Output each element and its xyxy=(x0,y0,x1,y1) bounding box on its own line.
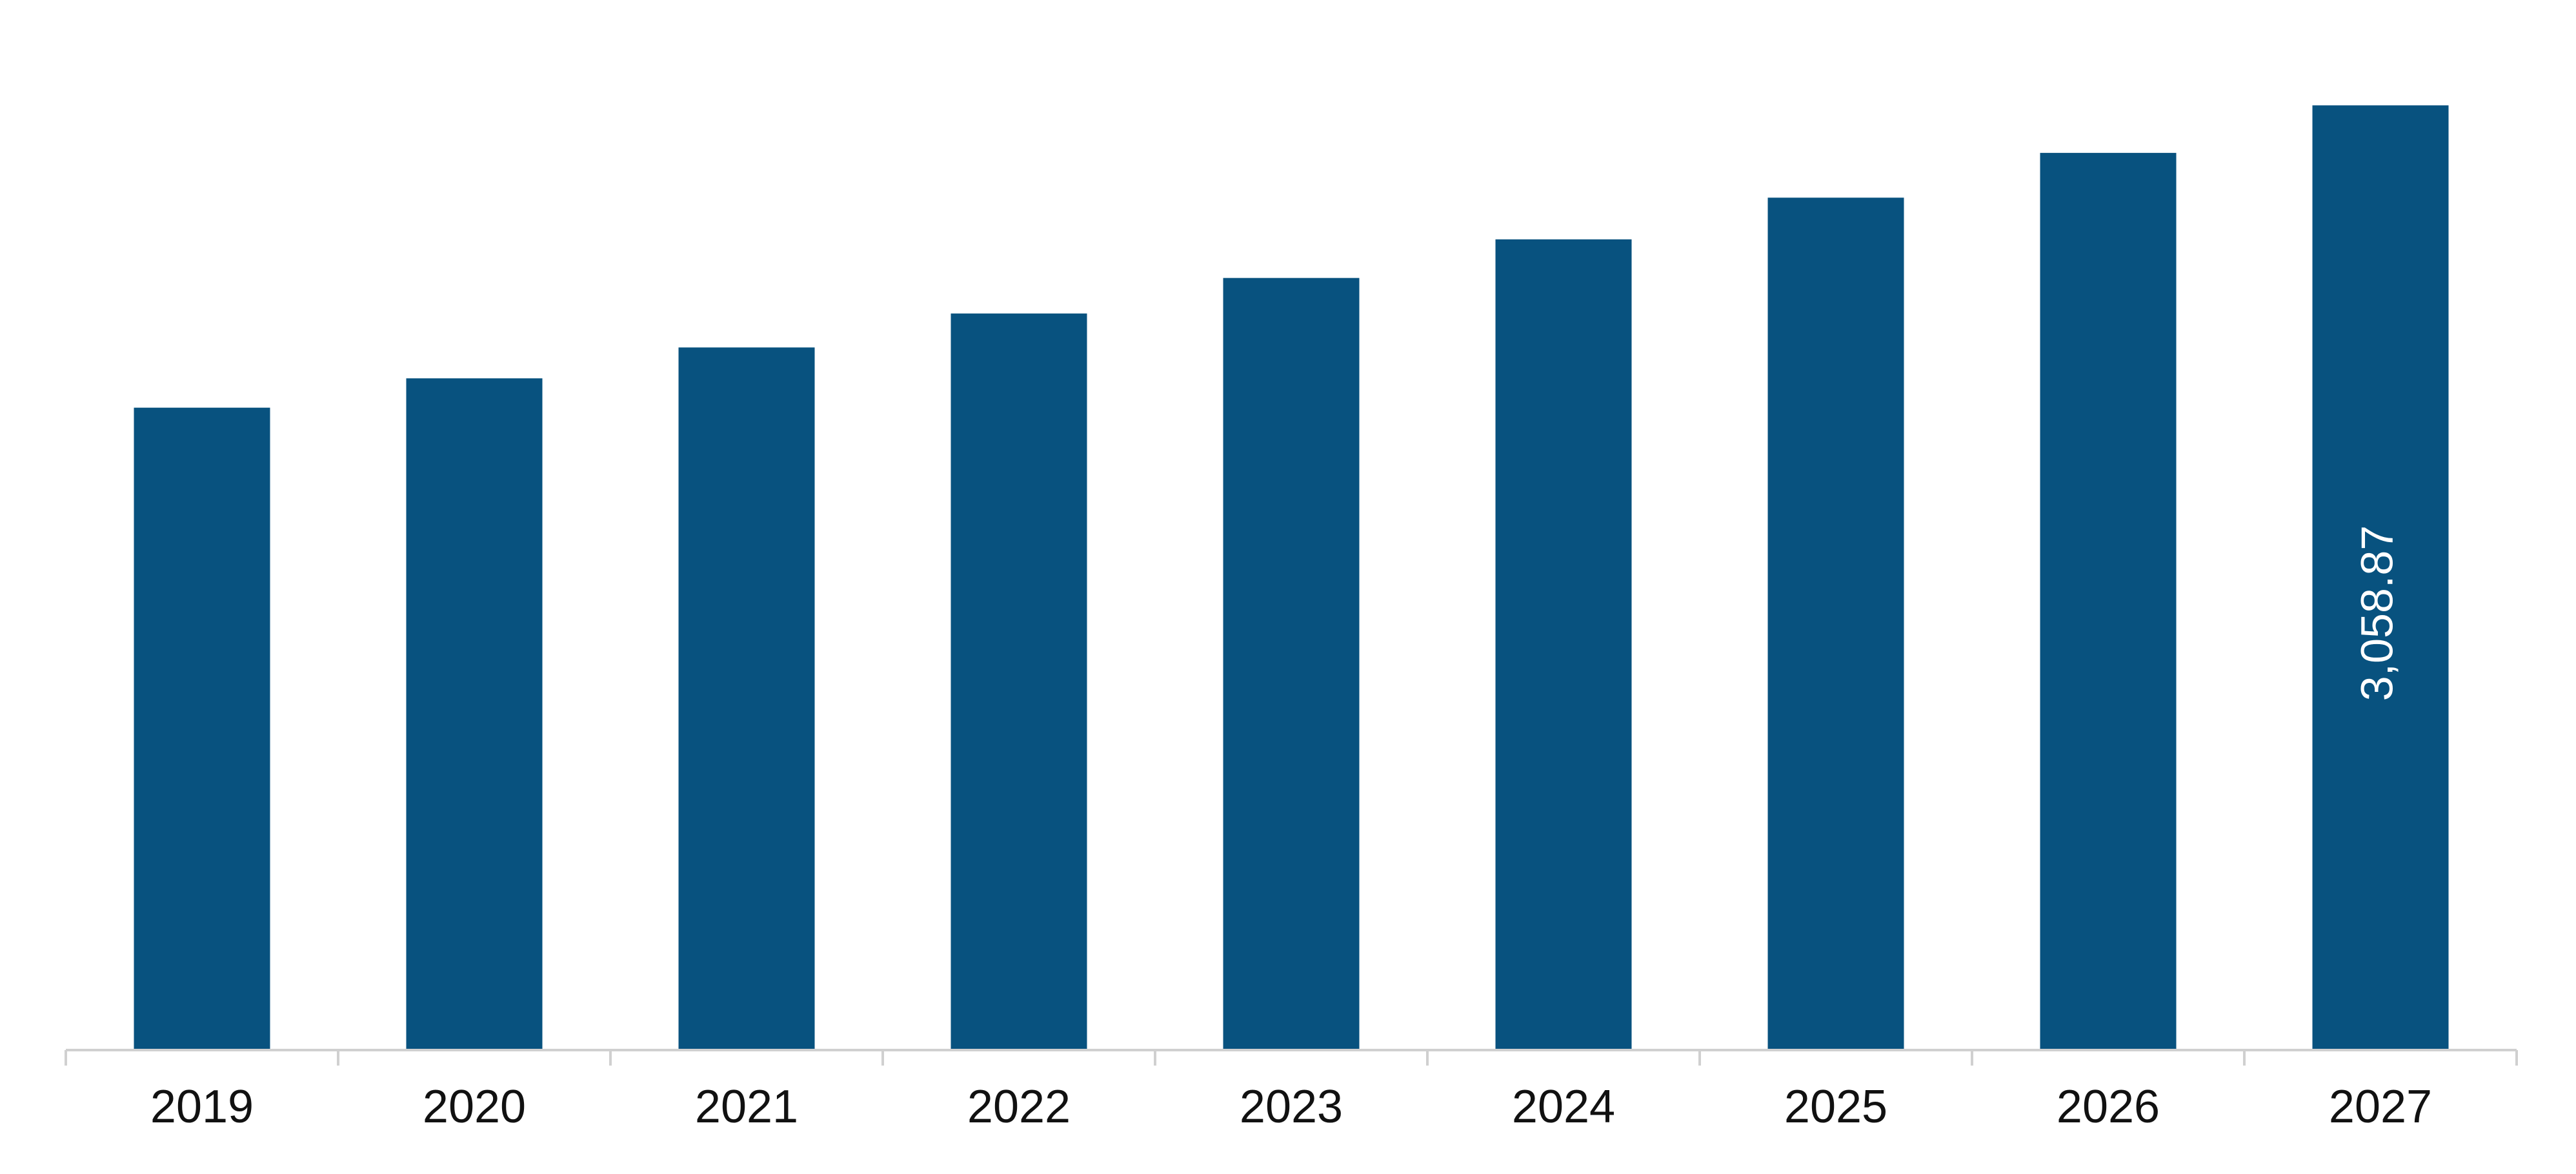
x-tick-label-2021: 2021 xyxy=(695,1081,798,1133)
x-tick-label-2024: 2024 xyxy=(1512,1081,1615,1133)
x-tick-label-2023: 2023 xyxy=(1240,1081,1343,1133)
bar-2025 xyxy=(1767,197,1904,1051)
x-axis xyxy=(65,1049,2518,1066)
tick-labels: 2019 2020 2021 2022 2023 2024 2025 2026 2027 xyxy=(150,1081,2432,1133)
bar-2026 xyxy=(2040,152,2177,1050)
x-tick-label-2019: 2019 xyxy=(150,1081,254,1133)
bar-2023 xyxy=(1223,278,1360,1050)
bar-2027 xyxy=(2312,105,2449,1051)
bar-2020 xyxy=(406,378,543,1051)
bar-2024 xyxy=(1495,239,1632,1050)
x-tick-label-2022: 2022 xyxy=(967,1081,1071,1133)
bar-2022 xyxy=(951,313,1087,1050)
data-labels: 3,058.87 xyxy=(2351,525,2402,701)
x-tick-label-2025: 2025 xyxy=(1784,1081,1887,1133)
x-tick-label-2020: 2020 xyxy=(423,1081,526,1133)
bar-2019 xyxy=(134,407,270,1050)
data-label-2027: 3,058.87 xyxy=(2351,525,2402,701)
bars-layer xyxy=(134,105,2449,1051)
x-tick-label-2027: 2027 xyxy=(2329,1081,2432,1133)
bar-2021 xyxy=(678,347,815,1050)
x-tick-label-2026: 2026 xyxy=(2057,1081,2160,1133)
